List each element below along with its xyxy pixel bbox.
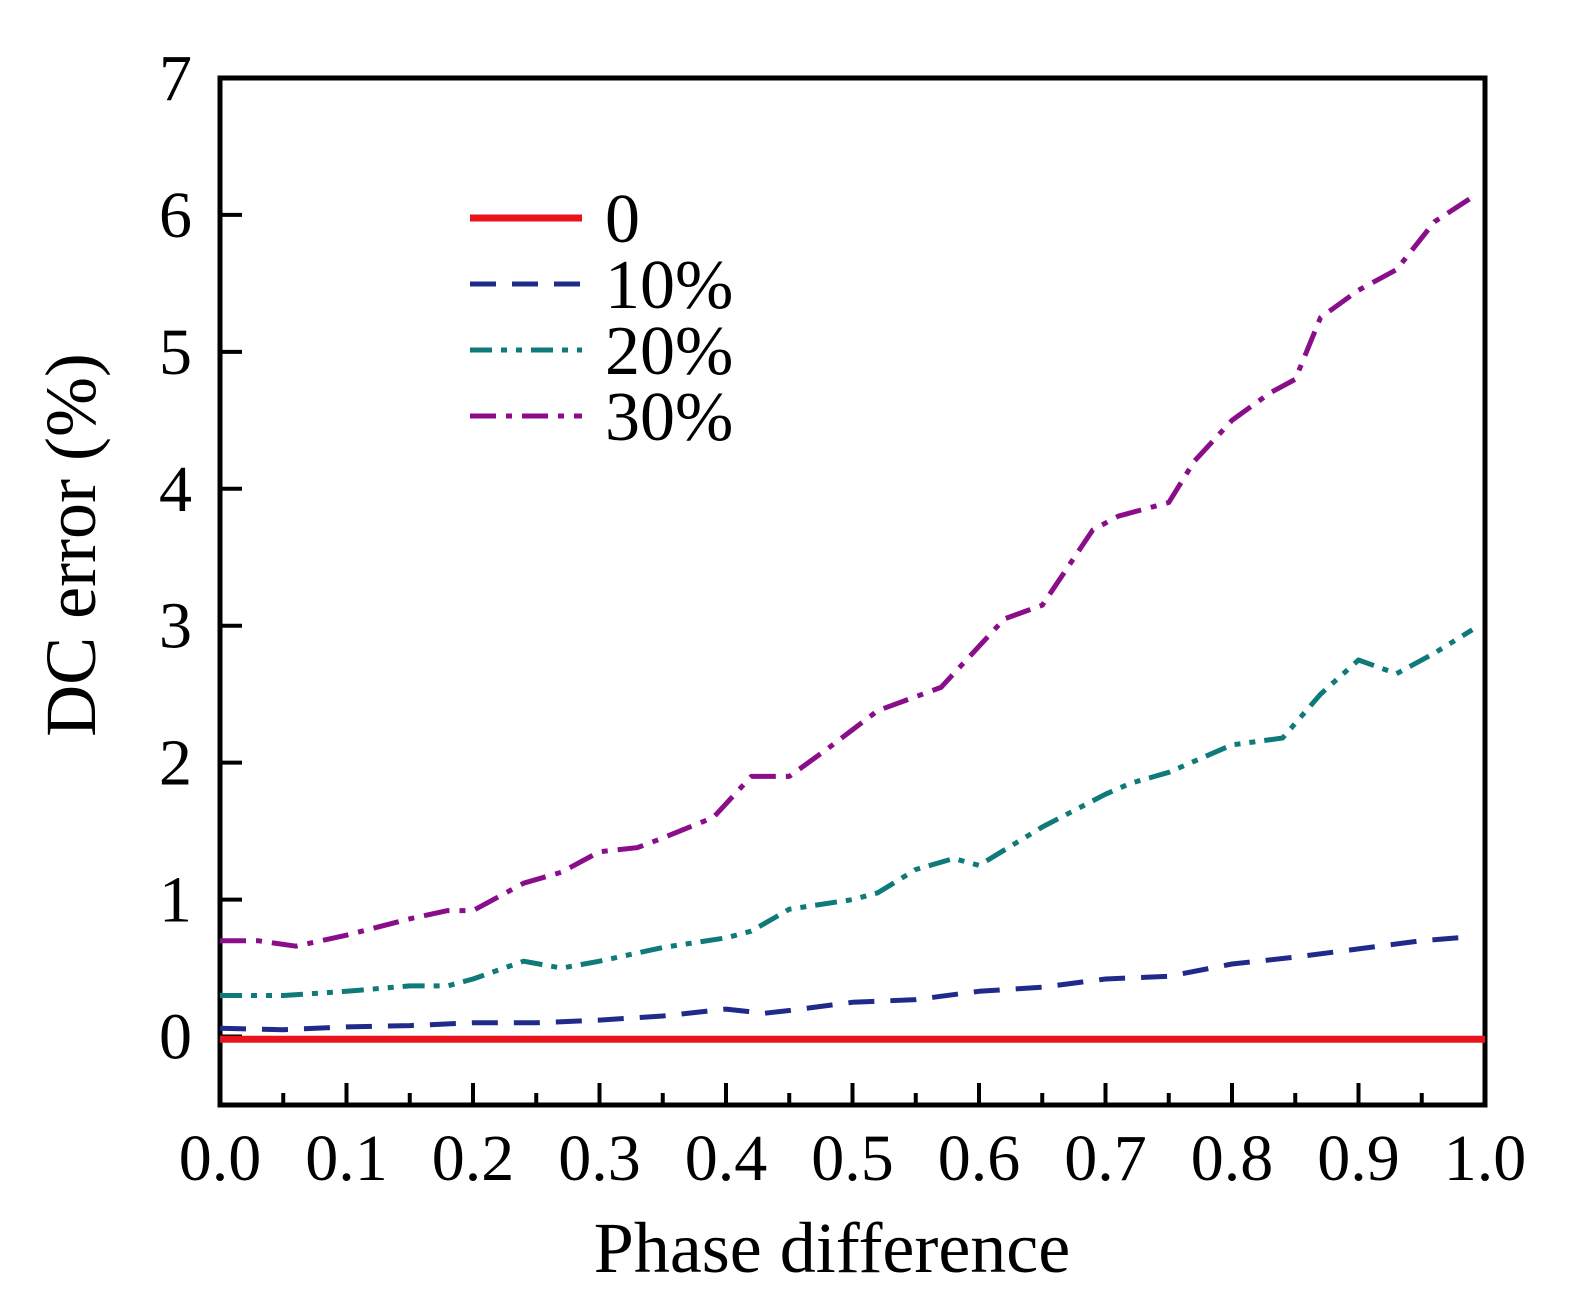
x-axis-title: Phase difference: [594, 1208, 1070, 1288]
y-tick-label: 5: [159, 316, 192, 389]
y-tick-label: 7: [159, 42, 192, 115]
plot-frame: [217, 75, 1488, 1108]
y-tick-label: 4: [159, 453, 192, 526]
legend-label-1: 10%: [605, 247, 733, 324]
x-tick-label: 1.0: [1444, 1122, 1527, 1195]
y-tick-label: 1: [159, 864, 192, 937]
y-tick-label: 6: [159, 179, 192, 252]
x-tick-label: 0.4: [685, 1122, 768, 1195]
x-tick-label: 0.7: [1064, 1122, 1147, 1195]
series-line-2: [220, 627, 1474, 998]
y-tick-label: 0: [159, 1001, 192, 1074]
legend: 010%20%30%: [470, 181, 733, 456]
series-layer: [219, 195, 1485, 1043]
y-axis-title: DC error (%): [31, 353, 111, 737]
x-tick-label: 0.5: [811, 1122, 894, 1195]
series-line-3: [220, 195, 1474, 949]
y-tick-label: 3: [159, 590, 192, 663]
x-tick-label: 0.2: [432, 1122, 515, 1195]
legend-label-2: 20%: [605, 313, 733, 390]
x-tick-label: 0.9: [1317, 1122, 1400, 1195]
x-tick-label: 0.3: [558, 1122, 641, 1195]
series-line-1: [219, 934, 1473, 1033]
axis-ticks: 0.0 0.1 0.2 0.3 0.4 0.5 0.6 0.7 0.8 0.9 1.0 0 1 2 3 4 5 6…: [159, 42, 1526, 1195]
x-tick-label: 0.0: [179, 1122, 262, 1195]
x-tick-label: 0.1: [305, 1122, 388, 1195]
legend-label-3: 30%: [605, 379, 733, 456]
y-tick-label: 2: [159, 727, 192, 800]
legend-label-0: 0: [605, 181, 640, 258]
x-tick-label: 0.6: [938, 1122, 1021, 1195]
x-tick-label: 0.8: [1191, 1122, 1274, 1195]
